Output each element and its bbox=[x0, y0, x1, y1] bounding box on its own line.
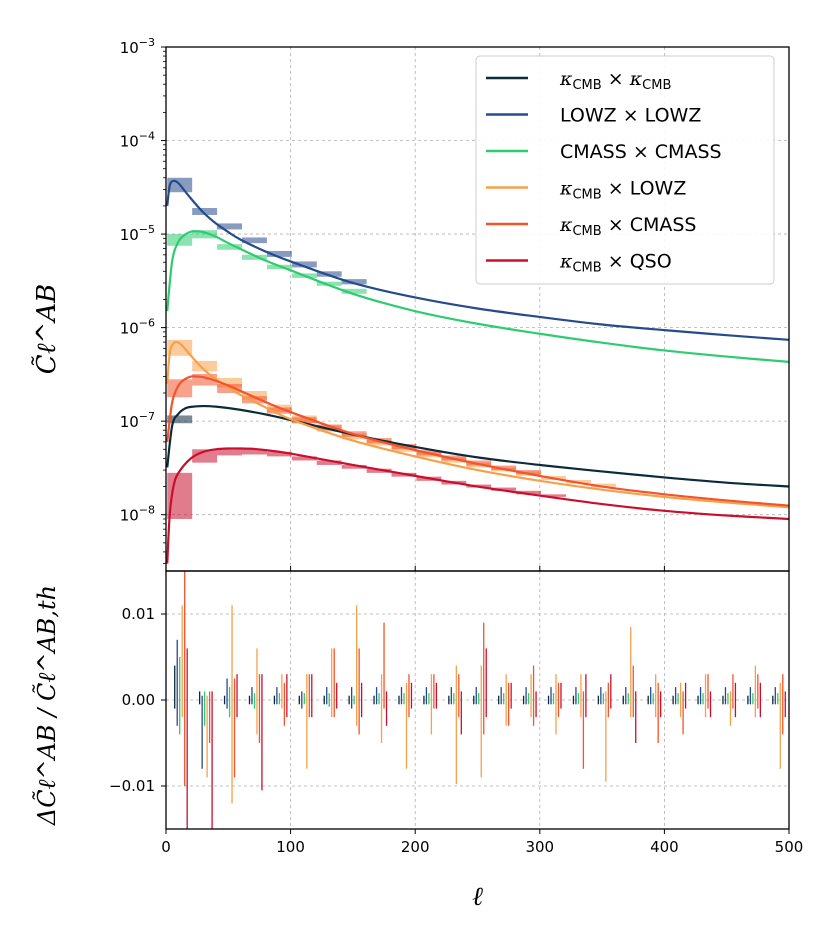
bandpower-box bbox=[366, 468, 392, 473]
bandpower-box bbox=[242, 396, 267, 404]
residual-y-tick-label: 0.00 bbox=[122, 691, 155, 709]
bandpower-box bbox=[242, 449, 267, 455]
bandpower-box bbox=[217, 223, 243, 230]
top-y-axis-label: C̃ℓ^AB bbox=[31, 284, 62, 374]
bandpower-box bbox=[516, 490, 542, 495]
bandpower-box bbox=[341, 279, 367, 285]
bandpower-box bbox=[341, 464, 367, 469]
legend: κCMB × κCMB LOWZ × LOWZ CMASS × CMASS κCMB … bbox=[475, 55, 775, 285]
theory-line bbox=[166, 179, 789, 341]
bandpower-box bbox=[266, 407, 292, 414]
bandpower-box bbox=[167, 415, 193, 424]
ticks: 0 100 200 300 400 500 10−8 10−7 10−6 10−5 10−4 10−3… bbox=[109, 36, 803, 856]
bandpower-box bbox=[192, 360, 218, 372]
bandpower-box bbox=[266, 451, 292, 457]
bandpower-box bbox=[167, 379, 193, 398]
residual-plot-area bbox=[174, 571, 786, 829]
bandpower-box bbox=[316, 281, 342, 286]
bandpower-box bbox=[316, 271, 342, 277]
legend-label: κCMB × QSO bbox=[559, 251, 672, 276]
bandpower-box bbox=[217, 244, 243, 250]
bandpower-box bbox=[217, 448, 243, 456]
x-tick-label: 500 bbox=[775, 838, 804, 856]
x-tick-label: 400 bbox=[650, 838, 679, 856]
theory-line bbox=[166, 404, 789, 488]
bandpower-box bbox=[516, 470, 542, 475]
x-tick-label: 100 bbox=[276, 838, 305, 856]
bandpower-box bbox=[291, 417, 317, 424]
legend-label: CMASS × CMASS bbox=[560, 141, 722, 163]
bandpower-box bbox=[192, 208, 218, 215]
axis-labels: ℓ C̃ℓ^AB ΔC̃ℓ^AB / C̃ℓ^AB,th bbox=[31, 284, 483, 912]
x-tick-label: 200 bbox=[401, 838, 430, 856]
bandpower-box bbox=[242, 254, 267, 260]
bandpower-box bbox=[491, 487, 517, 491]
bandpower-box bbox=[266, 250, 292, 257]
legend-label: LOWZ × LOWZ bbox=[560, 105, 701, 127]
legend-label: κCMB × CMASS bbox=[559, 214, 696, 239]
y-tick-label: 10−8 bbox=[120, 504, 155, 525]
x-tick-label: 300 bbox=[525, 838, 554, 856]
y-tick-label: 10−6 bbox=[120, 317, 155, 338]
top-plot-area bbox=[166, 177, 789, 564]
theory-line bbox=[166, 375, 789, 507]
theory-line bbox=[166, 340, 789, 509]
y-tick-label: 10−5 bbox=[120, 223, 155, 244]
legend-label: κCMB × LOWZ bbox=[559, 178, 686, 203]
x-axis-label: ℓ bbox=[472, 882, 483, 912]
legend-box bbox=[475, 55, 775, 285]
bandpower-box bbox=[316, 424, 342, 431]
theory-line bbox=[166, 447, 789, 564]
bandpower-box bbox=[541, 494, 566, 497]
y-tick-label: 10−3 bbox=[120, 36, 155, 57]
bandpower-box bbox=[192, 373, 218, 386]
bandpower-box bbox=[217, 377, 243, 388]
bottom-y-axis-label: ΔC̃ℓ^AB / C̃ℓ^AB,th bbox=[33, 585, 61, 826]
bandpower-box bbox=[192, 449, 218, 463]
bandpower-box bbox=[192, 230, 218, 239]
theory-curves bbox=[166, 179, 789, 564]
bandpower-box bbox=[590, 483, 616, 488]
x-tick-label: 0 bbox=[161, 838, 171, 856]
y-tick-label: 10−4 bbox=[120, 130, 155, 151]
residual-y-tick-label: −0.01 bbox=[109, 777, 155, 795]
legend-label: κCMB × κCMB bbox=[559, 68, 671, 93]
bandpower-box bbox=[291, 456, 317, 461]
bandpower-box bbox=[341, 288, 367, 294]
bandpower-box bbox=[242, 391, 267, 400]
bandpower-box bbox=[291, 261, 317, 268]
bandpower-box bbox=[316, 460, 342, 465]
bandpower-box bbox=[242, 237, 267, 244]
residual-y-tick-label: 0.01 bbox=[122, 605, 155, 623]
theory-line bbox=[166, 230, 789, 363]
bandpower-box bbox=[491, 465, 517, 471]
y-tick-label: 10−7 bbox=[120, 410, 155, 431]
